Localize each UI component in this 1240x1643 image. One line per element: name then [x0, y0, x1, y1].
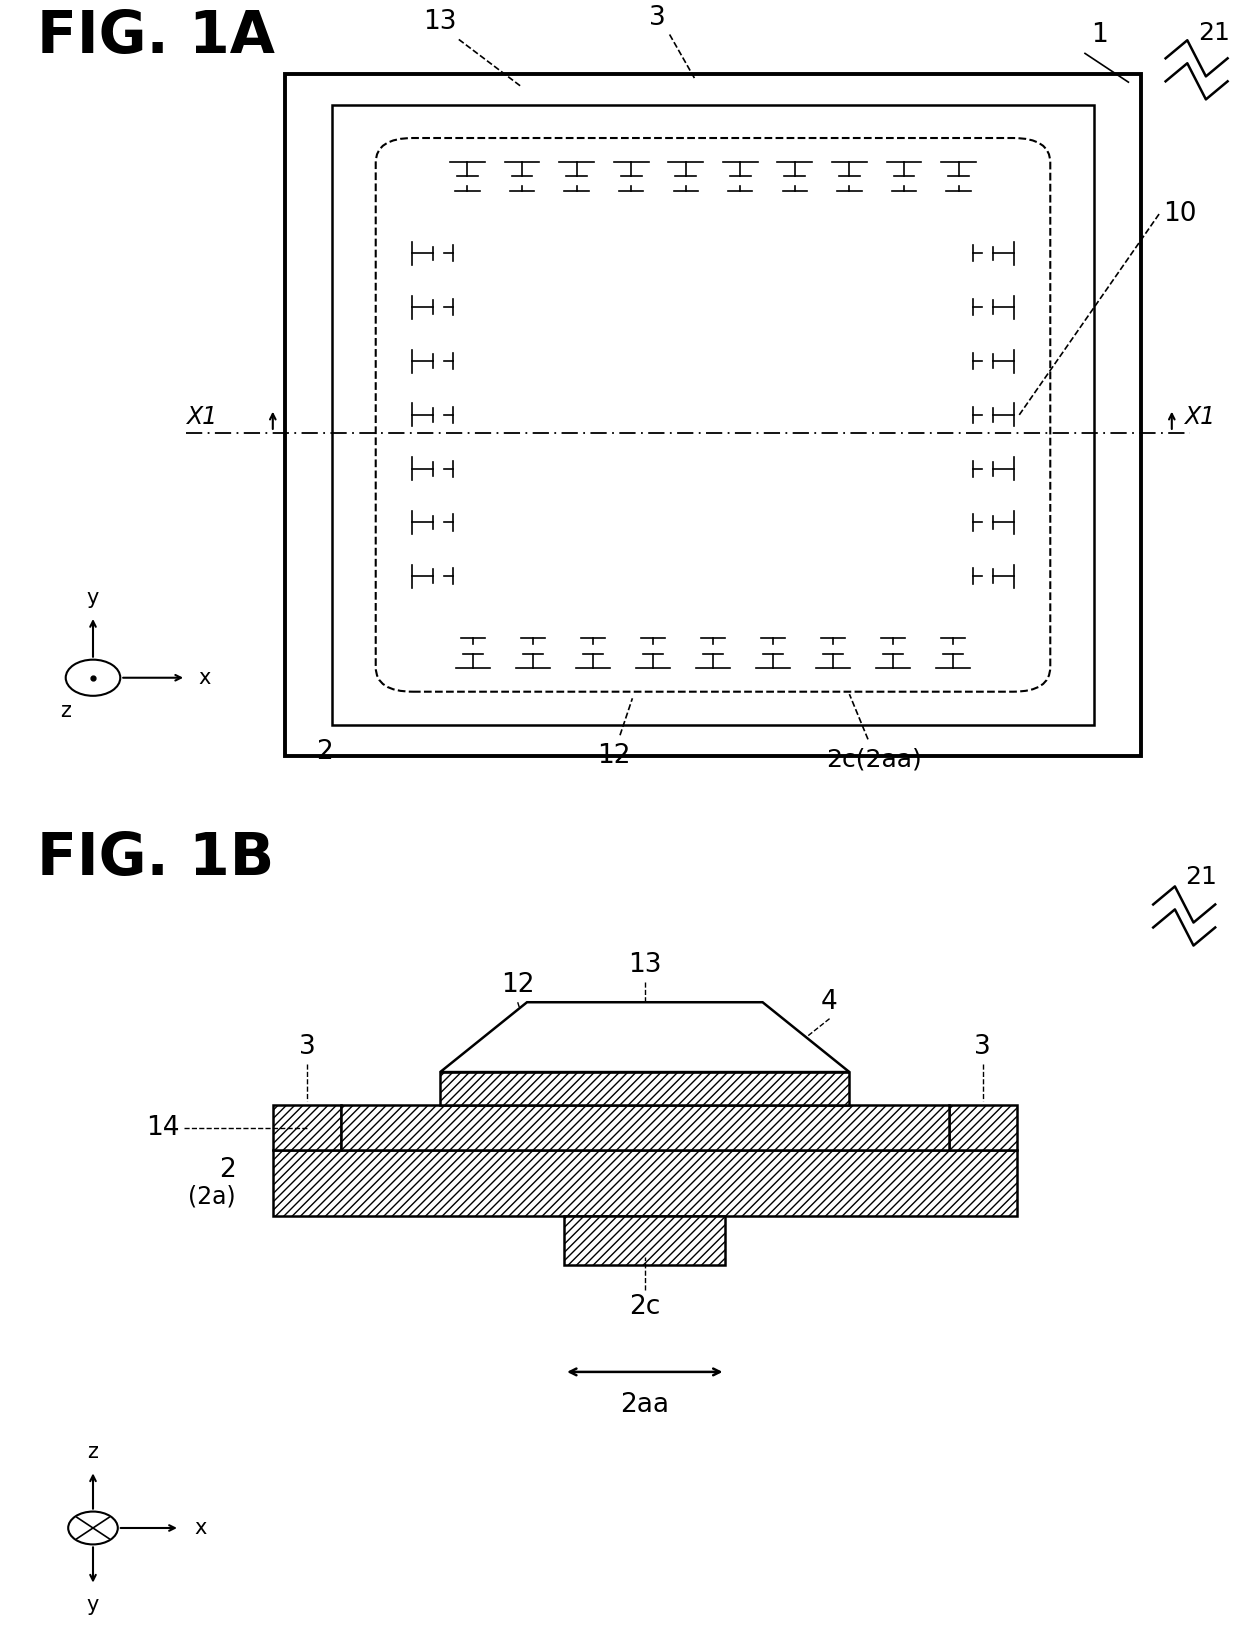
Bar	[564, 1216, 725, 1265]
Bar	[949, 1104, 1017, 1150]
Bar	[440, 1071, 849, 1104]
Text: x: x	[195, 1518, 207, 1538]
Text: z: z	[88, 1443, 98, 1462]
Text: 12: 12	[501, 973, 534, 997]
Text: 4: 4	[821, 989, 838, 1014]
Text: FIG. 1B: FIG. 1B	[37, 830, 274, 887]
Text: x: x	[198, 667, 211, 688]
Text: 13: 13	[423, 10, 458, 36]
Text: 10: 10	[1163, 200, 1197, 227]
Text: 13: 13	[627, 951, 662, 978]
Text: (2a): (2a)	[188, 1185, 236, 1208]
Text: y: y	[87, 1595, 99, 1615]
Text: 21: 21	[1185, 864, 1218, 889]
Text: X1: X1	[186, 406, 217, 429]
Bar	[273, 1104, 341, 1150]
Text: 2: 2	[316, 739, 334, 766]
Polygon shape	[440, 1002, 849, 1071]
Text: 2c: 2c	[629, 1295, 661, 1319]
Text: 3: 3	[649, 5, 666, 31]
Text: 1: 1	[1091, 21, 1109, 48]
Bar	[341, 1104, 949, 1150]
Text: 21: 21	[1198, 21, 1230, 44]
Text: z: z	[61, 702, 71, 721]
Bar	[285, 74, 1141, 756]
Bar	[949, 1104, 1017, 1150]
Text: 14: 14	[146, 1114, 180, 1140]
Text: y: y	[87, 588, 99, 608]
Text: 10: 10	[627, 1032, 662, 1056]
Text: 12: 12	[596, 743, 631, 769]
Bar	[341, 1104, 949, 1150]
Text: 3: 3	[975, 1033, 991, 1060]
Bar	[440, 1071, 849, 1104]
Text: FIG. 1A: FIG. 1A	[37, 8, 275, 66]
Bar	[273, 1150, 1017, 1216]
Bar	[332, 105, 1094, 725]
Text: 3: 3	[299, 1033, 315, 1060]
Bar	[273, 1150, 1017, 1216]
Bar	[564, 1216, 725, 1265]
Text: 2aa: 2aa	[620, 1393, 670, 1418]
Text: 2c(2aa): 2c(2aa)	[826, 748, 923, 772]
Text: X1: X1	[1184, 406, 1215, 429]
Text: 2: 2	[218, 1157, 236, 1183]
Bar	[273, 1104, 341, 1150]
